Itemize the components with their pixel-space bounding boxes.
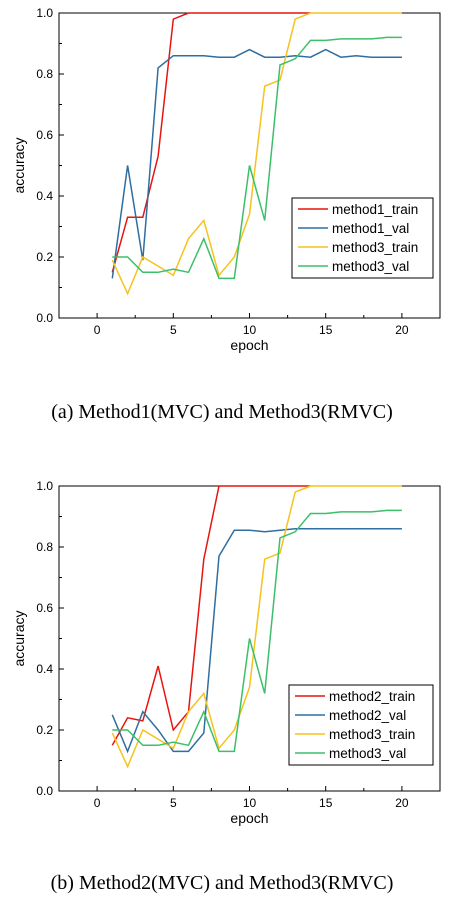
figure-caption: (a) Method1(MVC) and Method3(RMVC) bbox=[51, 401, 393, 423]
x-tick-label: 5 bbox=[170, 796, 177, 810]
legend-label: method3_train bbox=[329, 727, 415, 742]
y-tick-label: 0.2 bbox=[36, 723, 53, 737]
y-tick-label: 0.0 bbox=[36, 311, 53, 325]
x-tick-label: 5 bbox=[170, 323, 177, 337]
x-tick-label: 20 bbox=[395, 323, 409, 337]
legend: method1_train method1_val method3_trainmet… bbox=[291, 197, 434, 279]
x-tick-label: 0 bbox=[94, 323, 101, 337]
legend-label: method2_train bbox=[329, 689, 415, 704]
y-tick-label: 1.0 bbox=[36, 6, 53, 20]
series-line-method2-val bbox=[111, 527, 402, 754]
legend-label: method3_train bbox=[332, 240, 418, 255]
legend-label: method3_val bbox=[332, 259, 409, 274]
chart-panel-a: 0.0 0.2 0.4 0.6 0.8 1.0 0 5 10 15 20 epoch accuracy m… bbox=[11, 6, 441, 423]
y-tick-label: 0.6 bbox=[36, 128, 53, 142]
legend-label: method1_val bbox=[332, 221, 409, 236]
x-axis-label: epoch bbox=[230, 337, 268, 353]
chart-panel-b: 0.0 0.2 0.4 0.6 0.8 1.0 0 5 10 15 20 epoch accuracy m… bbox=[11, 479, 441, 894]
x-tick-label: 15 bbox=[319, 323, 333, 337]
x-tick-label: 20 bbox=[395, 796, 409, 810]
legend-label: method3_val bbox=[329, 746, 406, 761]
x-tick-label: 10 bbox=[243, 323, 257, 337]
y-tick-label: 0.8 bbox=[36, 67, 53, 81]
y-axis-label: accuracy bbox=[11, 137, 27, 193]
y-tick-label: 0.2 bbox=[36, 250, 53, 264]
y-tick-label: 0.4 bbox=[36, 189, 53, 203]
x-tick-label: 10 bbox=[243, 796, 257, 810]
x-axis-label: epoch bbox=[230, 810, 268, 826]
series-line-method2-train bbox=[111, 485, 311, 746]
series-line-method3-val bbox=[112, 36, 402, 280]
y-tick-label: 0.4 bbox=[36, 662, 53, 676]
y-axis-label: accuracy bbox=[11, 610, 27, 666]
series-line-method3-train bbox=[111, 12, 402, 296]
series-line-method1-val bbox=[111, 48, 402, 279]
x-tick-label: 15 bbox=[319, 796, 333, 810]
legend-box bbox=[291, 197, 434, 279]
series-line-method3-train bbox=[111, 485, 402, 769]
figure-caption: (b) Method2(MVC) and Method3(RMVC) bbox=[51, 872, 394, 894]
series-line-method1-train bbox=[111, 12, 311, 273]
legend-box bbox=[288, 684, 434, 766]
legend-label: method1_train bbox=[332, 202, 418, 217]
y-tick-label: 0.6 bbox=[36, 601, 53, 615]
y-tick-label: 0.0 bbox=[36, 784, 53, 798]
y-tick-label: 1.0 bbox=[36, 479, 53, 493]
x-tick-label: 0 bbox=[94, 796, 101, 810]
legend: method2_train method2_val method3_trainmet… bbox=[288, 684, 434, 766]
series-line-method3-val bbox=[112, 509, 402, 753]
y-tick-label: 0.8 bbox=[36, 540, 53, 554]
legend-label: method2_val bbox=[329, 708, 406, 723]
